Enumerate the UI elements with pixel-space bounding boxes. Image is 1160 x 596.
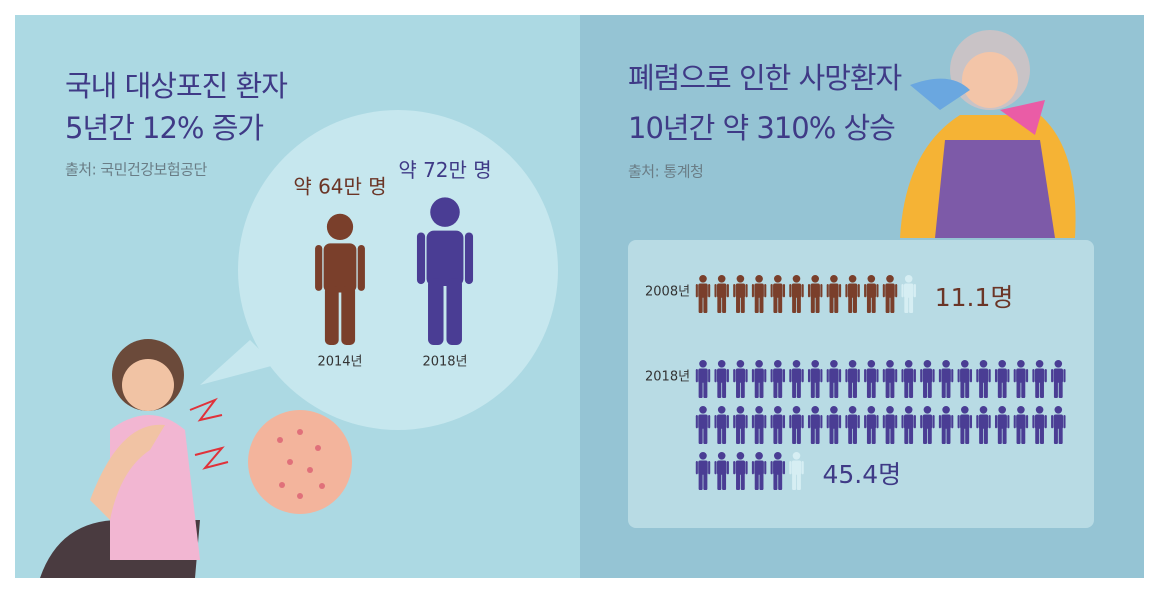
person-icon	[1032, 360, 1047, 398]
person-figure	[315, 213, 365, 345]
person-icon	[807, 360, 823, 398]
person-icon	[789, 275, 804, 313]
person-icon	[733, 275, 748, 313]
speech-bubble	[238, 110, 558, 430]
person-icon	[751, 406, 767, 444]
person-icon	[789, 360, 804, 398]
woman-illustration	[40, 339, 200, 578]
person-icon	[770, 406, 786, 444]
figure-label: 약 64만 명	[293, 174, 386, 198]
person-icon	[770, 452, 786, 490]
person-icon	[845, 360, 860, 398]
rash-closeup	[248, 410, 352, 514]
person-icon	[733, 452, 748, 490]
person-icon	[789, 406, 804, 444]
person-icon	[864, 360, 879, 398]
person-icon	[733, 360, 748, 398]
person-icon	[920, 360, 935, 398]
person-icon	[807, 275, 823, 313]
figure-year: 2014년	[317, 355, 362, 370]
person-icon	[976, 360, 991, 398]
left-title: 5년간 12% 증가	[65, 111, 263, 145]
person-icon	[920, 406, 935, 444]
bubble-tail	[200, 340, 275, 385]
person-icon	[751, 275, 767, 313]
person-icon	[957, 360, 973, 398]
right-title: 폐렴으로 인한 사망환자	[628, 61, 902, 95]
person-icon	[1032, 406, 1047, 444]
person-figure	[416, 197, 474, 345]
person-icon	[1013, 406, 1029, 444]
right-source: 출처: 통계청	[628, 163, 703, 181]
left-title: 국내 대상포진 환자	[65, 69, 287, 103]
row-value-label: 45.4명	[823, 460, 902, 489]
person-icon	[695, 452, 711, 490]
person-icon	[826, 360, 842, 398]
grandmother-illustration	[900, 30, 1076, 238]
figure-label: 약 72만 명	[398, 158, 491, 182]
rash-dots	[277, 429, 325, 499]
person-icon	[957, 406, 973, 444]
pain-mark	[189, 397, 223, 422]
person-icon	[695, 360, 711, 398]
person-icon	[770, 360, 786, 398]
row-year: 2008년	[645, 285, 690, 300]
figure-year: 2018년	[422, 355, 467, 370]
person-icon	[864, 406, 879, 444]
person-icon	[826, 406, 842, 444]
person-icon	[901, 275, 916, 313]
row-year: 2018년	[645, 370, 690, 385]
person-icon	[751, 452, 767, 490]
person-icon	[994, 360, 1010, 398]
person-icon	[994, 406, 1010, 444]
person-icon	[751, 360, 767, 398]
person-icon	[733, 406, 748, 444]
left-source: 출처: 국민건강보험공단	[65, 161, 208, 179]
person-icon	[901, 406, 916, 444]
person-icon	[938, 360, 954, 398]
person-icon	[882, 275, 898, 313]
person-icon	[826, 275, 842, 313]
person-icon	[845, 275, 860, 313]
person-icon	[789, 452, 804, 490]
right-title: 10년간 약 310% 상승	[628, 111, 895, 145]
person-icon	[714, 452, 729, 490]
person-icon	[807, 406, 823, 444]
person-icon	[770, 275, 786, 313]
person-icon	[714, 275, 729, 313]
person-icon	[1051, 360, 1066, 398]
person-icon	[1051, 406, 1066, 444]
person-icon	[1013, 360, 1029, 398]
person-icon	[695, 275, 711, 313]
person-icon	[901, 360, 916, 398]
person-icon	[938, 406, 954, 444]
row-value-label: 11.1명	[935, 283, 1014, 312]
person-icon	[882, 360, 898, 398]
person-icon	[695, 406, 711, 444]
person-icon	[976, 406, 991, 444]
person-icon	[714, 406, 729, 444]
pain-mark	[194, 446, 229, 470]
person-icon	[864, 275, 879, 313]
person-icon	[845, 406, 860, 444]
person-icon	[714, 360, 729, 398]
person-icon	[882, 406, 898, 444]
